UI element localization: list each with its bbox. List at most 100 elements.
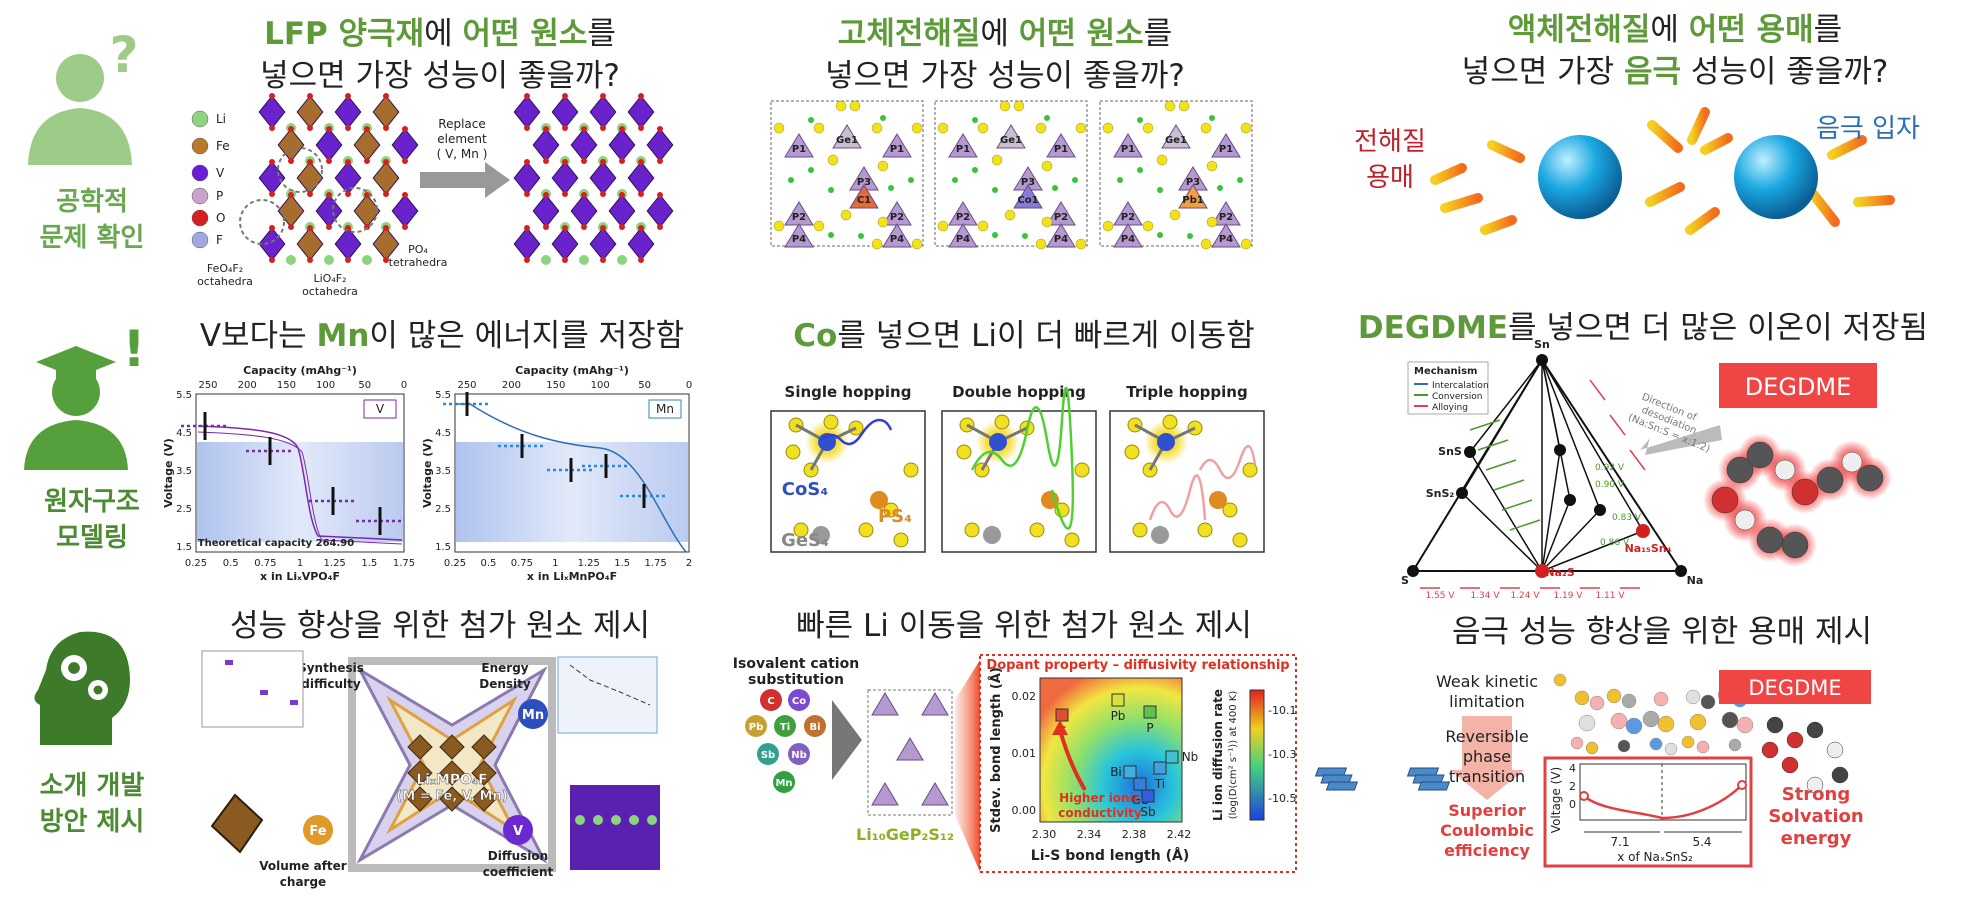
atom <box>999 100 1011 112</box>
label: 4.5 <box>435 428 451 439</box>
heading: DEGDME를 넣으면 더 많은 이온이 저장됨 <box>1358 310 1928 346</box>
label: Sb <box>1140 805 1155 819</box>
octahedron <box>334 95 362 129</box>
atom <box>1726 456 1754 484</box>
octahedron <box>407 760 433 786</box>
atom <box>1617 739 1631 753</box>
dopant-point <box>1111 693 1125 707</box>
label: 0.00 <box>1012 804 1037 817</box>
atom <box>503 815 533 845</box>
octahedron <box>513 95 541 129</box>
tetrahedron <box>1113 223 1143 248</box>
atom <box>1035 238 1047 250</box>
atom <box>972 117 978 123</box>
atom <box>1536 354 1548 366</box>
heading-part: 넣으면 가장 성능이 좋을까? <box>260 58 620 94</box>
label: 1.25 <box>324 558 346 569</box>
heading-part: LFP 양극재 <box>264 16 424 52</box>
tetrahedron <box>921 692 949 716</box>
atom <box>1041 216 1053 228</box>
atom <box>1162 414 1178 430</box>
atom <box>638 191 644 197</box>
atom <box>1124 444 1140 460</box>
octahedron <box>391 128 419 162</box>
atom <box>1456 487 1468 499</box>
label: F <box>216 233 223 247</box>
tetrahedron <box>882 223 912 248</box>
label: S <box>1401 574 1409 587</box>
octahedron <box>471 734 497 760</box>
atom <box>1022 233 1028 239</box>
atom <box>326 126 332 132</box>
atom <box>345 191 351 197</box>
label: P1 <box>890 144 904 155</box>
label: Mechanism <box>1414 366 1477 377</box>
label: Ti <box>780 722 790 733</box>
atom <box>581 224 587 230</box>
solvent-box <box>1719 363 1877 408</box>
atom <box>307 225 313 231</box>
dopant-point <box>1055 708 1069 722</box>
atom <box>1206 216 1218 228</box>
atom <box>383 159 389 165</box>
atom <box>1157 433 1175 451</box>
atom <box>543 158 549 164</box>
heading-part: 를 넣으면 더 많은 이온이 저장됨 <box>1508 310 1928 346</box>
atom <box>877 216 889 228</box>
atom <box>269 125 275 131</box>
octahedron <box>589 95 617 129</box>
label: Conversion <box>1432 392 1482 402</box>
heading-part: 음극 <box>1624 54 1681 90</box>
voltage-curve <box>1583 784 1743 820</box>
heading: 고체전해질에 어떤 원소를 <box>838 16 1172 52</box>
octahedron <box>589 227 617 261</box>
label: Pb <box>1111 709 1126 723</box>
label: P4 <box>1054 234 1068 245</box>
label: 2 <box>1569 780 1576 793</box>
line <box>1480 215 1517 235</box>
atom <box>657 192 663 198</box>
atom <box>543 126 549 132</box>
heading-part: Mn <box>316 318 369 354</box>
atom <box>858 233 864 239</box>
label: Volume after <box>259 859 347 873</box>
label: P2 <box>1219 212 1233 223</box>
atom <box>269 225 275 231</box>
atom <box>785 444 801 460</box>
label: 250 <box>198 380 217 391</box>
atom <box>1200 238 1212 250</box>
atom <box>581 158 587 164</box>
octahedron <box>551 227 579 261</box>
octahedron <box>407 734 433 760</box>
atom <box>1538 135 1622 219</box>
atom <box>977 122 989 134</box>
label: V <box>216 166 225 180</box>
label: (log(D(cm² s⁻¹)) at 400 K) <box>1228 691 1239 820</box>
label: Superior <box>1448 801 1526 820</box>
tetrahedron <box>1161 124 1191 149</box>
atom <box>543 224 549 230</box>
label: ? <box>109 26 138 84</box>
atom <box>402 126 408 132</box>
label: P1 <box>1054 144 1068 155</box>
label: Ge1 <box>1165 135 1187 146</box>
inset-curve <box>569 664 651 706</box>
label: C1 <box>857 195 871 206</box>
label: Fe <box>216 139 230 153</box>
atom <box>1464 446 1476 458</box>
atom <box>562 159 568 165</box>
tetrahedron <box>1013 184 1043 209</box>
atom <box>324 255 334 265</box>
atom <box>1606 688 1622 704</box>
label: P4 <box>890 234 904 245</box>
atom <box>1217 185 1223 191</box>
atom <box>638 125 644 131</box>
atom <box>524 93 530 99</box>
atom <box>575 815 585 825</box>
atom <box>1200 122 1212 134</box>
octahedron <box>551 161 579 195</box>
atom <box>745 715 767 737</box>
atom <box>402 158 408 164</box>
atom <box>1786 731 1804 749</box>
